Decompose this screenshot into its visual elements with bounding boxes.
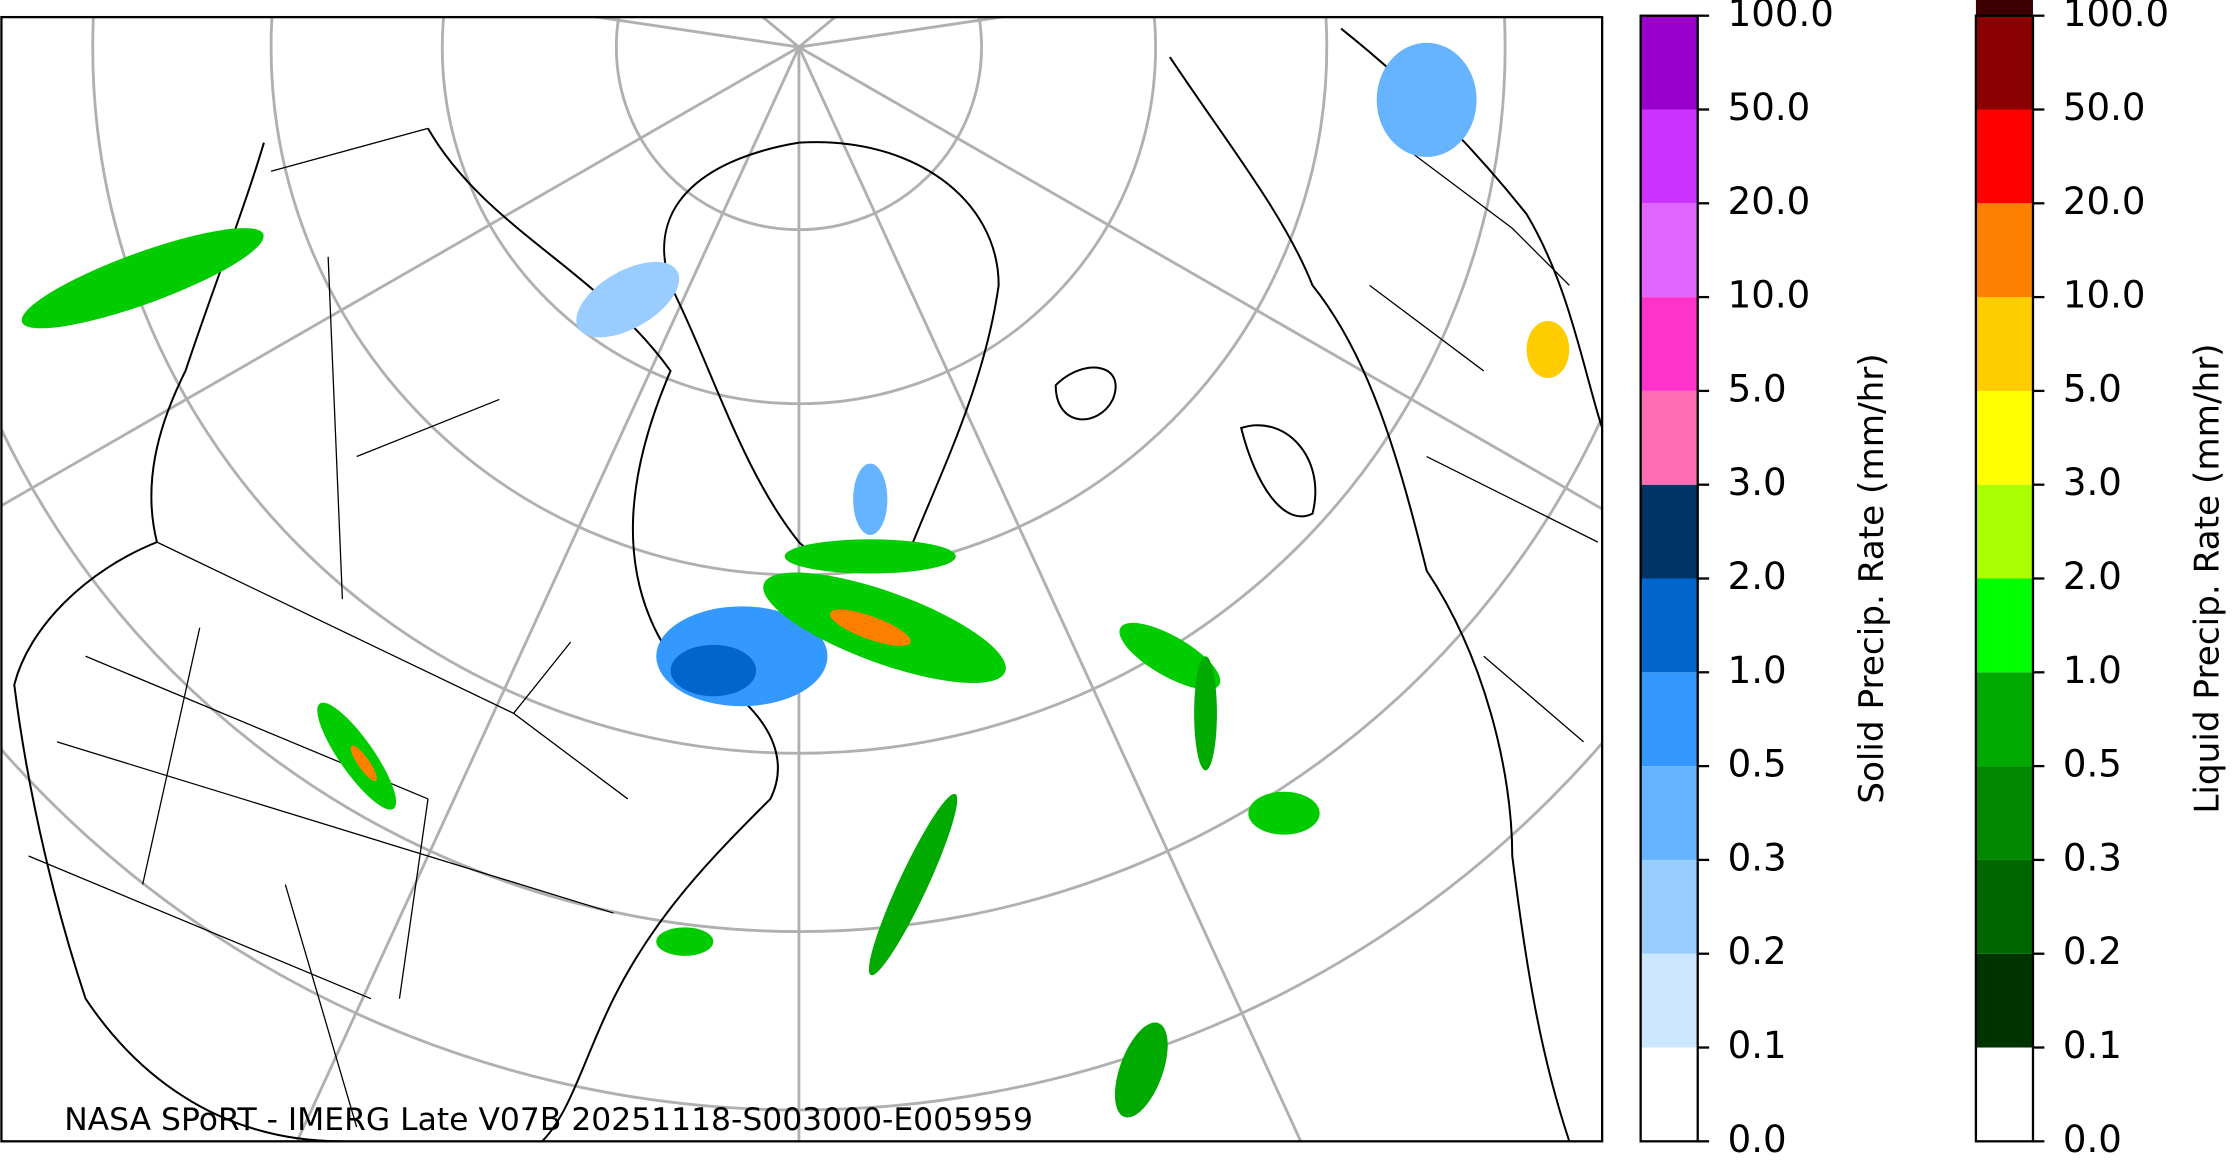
colorbar-band (1975, 203, 2033, 298)
graticule (1, 17, 1603, 1142)
colorbar-tick-label: 0.0 (2063, 1118, 2122, 1161)
colorbar-tick-label: 5.0 (2063, 367, 2122, 410)
colorbar-tick-label: 1.0 (2063, 649, 2122, 692)
colorbar-band (1640, 859, 1698, 954)
colorbar-tick-label: 2.0 (1728, 555, 1787, 598)
colorbar-band (1640, 672, 1698, 767)
colorbar-band (1975, 15, 2033, 110)
colorbar-label: Solid Precip. Rate (mm/hr) (1852, 353, 1892, 803)
colorbar-band (1640, 203, 1698, 298)
colorbar-band (1975, 1047, 2033, 1142)
colorbar-tick-label: 1.0 (1728, 649, 1787, 692)
colorbar-band (1640, 390, 1698, 485)
colorbar-tick-label: 0.2 (1728, 930, 1787, 973)
map (1, 17, 1603, 1142)
colorbar-tick-label: 0.5 (2063, 743, 2122, 786)
colorbar-band (1640, 484, 1698, 579)
colorbar-tick-label: 100.0 (1728, 0, 1834, 35)
colorbar-tick-label: 50.0 (1728, 86, 1811, 129)
colorbar-band (1975, 390, 2033, 485)
boundaries (28, 127, 1599, 1128)
colorbar-tick-label: 0.2 (2063, 930, 2122, 973)
colorbar-band (1640, 578, 1698, 673)
colorbar-tick-label: 0.3 (2063, 836, 2122, 879)
colorbar-band (1975, 484, 2033, 579)
caption: NASA SPoRT - IMERG Late V07B 20251118-S0… (64, 1102, 1033, 1138)
colorbar-band (1975, 109, 2033, 204)
colorbar-band (1975, 672, 2033, 767)
colorbar-band (1640, 109, 1698, 204)
colorbar-tick-label: 3.0 (1728, 461, 1787, 504)
colorbar-label: Liquid Precip. Rate (mm/hr) (2187, 343, 2227, 813)
map-frame (0, 15, 1604, 1143)
colorbar-band (1975, 578, 2033, 673)
colorbar-band (1640, 766, 1698, 860)
colorbar-band (1640, 1047, 1698, 1142)
colorbar-tick-label: 50.0 (2063, 86, 2146, 129)
colorbar-tick-label: 10.0 (1728, 274, 1811, 317)
colorbar-band (1640, 15, 1698, 110)
colorbar-tick-label: 10.0 (2063, 274, 2146, 317)
colorbar-tick-label: 0.1 (1728, 1024, 1787, 1067)
colorbar-band (1975, 953, 2033, 1048)
precipitation (21, 42, 1570, 1118)
colorbar-tick-label: 3.0 (2063, 461, 2122, 504)
colorbar-tick-label: 0.1 (2063, 1024, 2122, 1067)
colorbar-tick-label: 5.0 (1728, 367, 1787, 410)
colorbar-tick-label: 2.0 (2063, 555, 2122, 598)
colorbar-tick-label: 100.0 (2063, 0, 2169, 35)
colorbar-band (1975, 766, 2033, 860)
colorbar-band (1640, 297, 1698, 391)
colorbar-band (1640, 953, 1698, 1048)
colorbar-tick-label: 20.0 (2063, 180, 2146, 223)
colorbar-band (1975, 297, 2033, 391)
colorbar-tick-label: 0.0 (1728, 1118, 1787, 1161)
colorbar-tick-label: 20.0 (1728, 180, 1811, 223)
colorbar-band (1975, 0, 2033, 16)
colorbar-tick-label: 0.3 (1728, 836, 1787, 879)
colorbar-tick-label: 0.5 (1728, 743, 1787, 786)
colorbar-band (1975, 859, 2033, 954)
